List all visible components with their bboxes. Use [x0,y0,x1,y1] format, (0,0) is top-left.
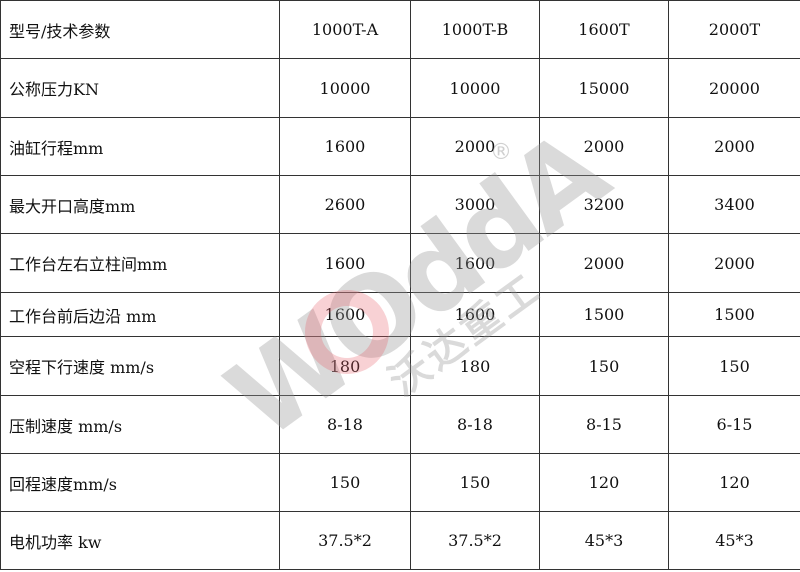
cell-value: 120 [539,453,669,512]
cell-value: 1600T [539,0,669,59]
cell-value: 2000T [668,0,800,59]
cell-value: 150 [279,453,411,512]
cell-value: 1500 [539,292,669,337]
cell-value: 10000 [279,58,411,118]
row-label: 电机功率 kw [0,511,280,570]
cell-value: 2000 [668,117,800,176]
row-label: 公称压力KN [0,58,280,118]
cell-value: 20000 [668,58,800,118]
cell-value: 150 [410,453,540,512]
cell-value: 1000T-A [279,0,411,59]
cell-value: 6-15 [668,395,800,454]
registered-mark: ® [490,140,512,165]
cell-value: 3400 [668,175,800,234]
cell-value: 10000 [410,58,540,118]
row-label: 工作台左右立柱间mm [0,233,280,293]
cell-value: 150 [539,336,669,396]
row-label: 压制速度 mm/s [0,395,280,454]
cell-value: 8-15 [539,395,669,454]
table-row: 压制速度 mm/s 8-18 8-18 8-15 6-15 [0,395,800,454]
cell-value: 45*3 [539,511,669,570]
cell-value: 37.5*2 [410,511,540,570]
cell-value: 2600 [279,175,411,234]
cell-value: 15000 [539,58,669,118]
row-label: 油缸行程mm [0,117,280,176]
row-label: 最大开口高度mm [0,175,280,234]
table-row: 回程速度mm/s 150 150 120 120 [0,453,800,512]
cell-value: 45*3 [668,511,800,570]
cell-value: 37.5*2 [279,511,411,570]
cell-value: 1600 [410,292,540,337]
cell-value: 1600 [279,117,411,176]
table-row: 空程下行速度 mm/s 180 180 150 150 [0,336,800,396]
cell-value: 2000 [539,117,669,176]
table-row: 工作台左右立柱间mm 1600 1600 2000 2000 [0,233,800,293]
cell-value: 2000 [410,117,540,176]
cell-value: 1000T-B [410,0,540,59]
cell-value: 8-18 [410,395,540,454]
header-row: 型号/技术参数 1000T-A 1000T-B 1600T 2000T [0,0,800,59]
row-label: 工作台前后边沿 mm [0,292,280,337]
cell-value: 180 [410,336,540,396]
table-row: 电机功率 kw 37.5*2 37.5*2 45*3 45*3 [0,511,800,570]
row-label: 回程速度mm/s [0,453,280,512]
table-row: 公称压力KN 10000 10000 15000 20000 [0,58,800,118]
table-row: 油缸行程mm 1600 2000 2000 2000 [0,117,800,176]
table-row: 最大开口高度mm 2600 3000 3200 3400 [0,175,800,234]
cell-value: 150 [668,336,800,396]
cell-value: 1500 [668,292,800,337]
row-label: 空程下行速度 mm/s [0,336,280,396]
cell-value: 2000 [668,233,800,293]
cell-value: 120 [668,453,800,512]
row-label: 型号/技术参数 [0,0,280,59]
